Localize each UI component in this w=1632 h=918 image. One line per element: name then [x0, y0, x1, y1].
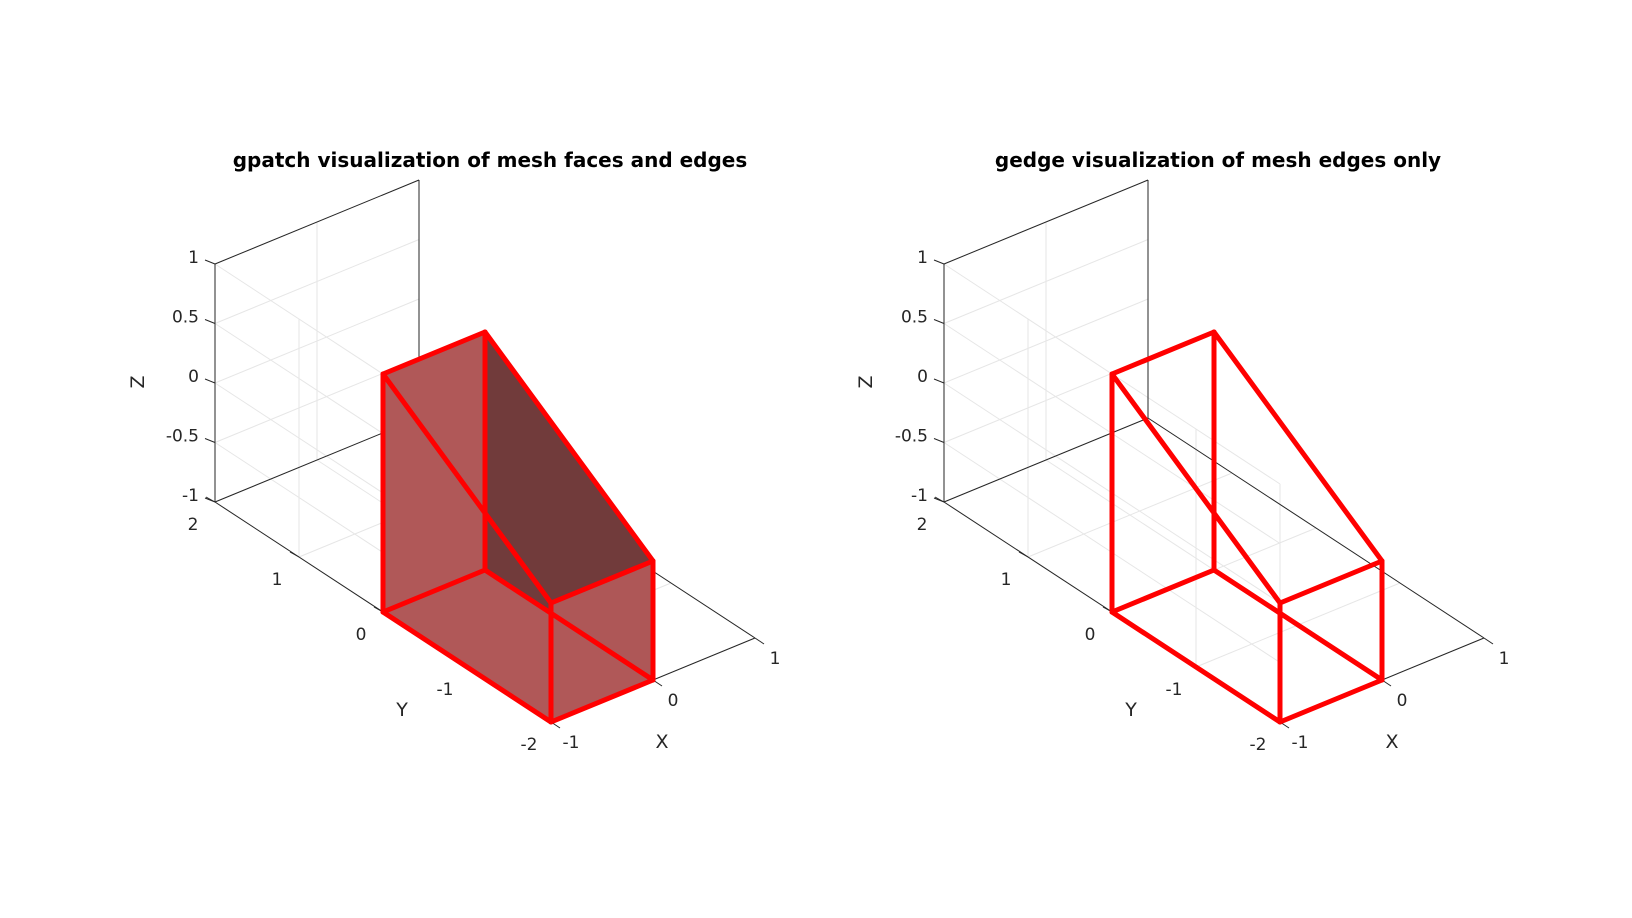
mesh-face-2: [551, 561, 653, 722]
x-tick-label: 0: [1397, 691, 1408, 711]
x-tick-label: 0: [668, 691, 679, 711]
z-tick-label: -1: [911, 486, 928, 506]
mesh-edge: [1277, 677, 1385, 725]
mesh-edge: [380, 329, 488, 377]
panel-faces-and-edges: gpatch visualization of mesh faces and e…: [127, 148, 780, 755]
mesh-edge: [1211, 329, 1385, 564]
mesh: [1109, 329, 1385, 725]
z-tick-mark: [204, 497, 216, 503]
y-tick-label: 1: [272, 570, 283, 590]
grid-line: [943, 239, 1149, 324]
x-tick-label: -1: [1292, 733, 1309, 753]
axis-box-line: [214, 179, 420, 265]
mesh-edge: [1109, 567, 1217, 615]
x-tick-mark: [754, 637, 765, 645]
z-tick-mark: [933, 438, 945, 443]
grid-line: [214, 239, 420, 324]
y-tick-mark: [1018, 551, 1029, 558]
z-tick-label: -0.5: [166, 427, 199, 447]
axis-box-line: [1147, 417, 1485, 639]
z-tick-label: -1: [182, 486, 199, 506]
z-tick-mark: [933, 378, 945, 384]
z-tick-label: 0: [188, 367, 199, 387]
mesh-edge: [380, 567, 488, 615]
mesh-edge: [482, 567, 656, 683]
z-tick-label: 0.5: [901, 308, 928, 328]
y-tick-label: -1: [1166, 680, 1183, 700]
z-tick-label: 0: [917, 367, 928, 387]
grid-line: [943, 298, 1149, 384]
z-tick-mark: [204, 259, 216, 265]
z-tick-mark: [933, 497, 945, 503]
x-axis-label: X: [1385, 731, 1398, 753]
mesh-edge: [548, 677, 656, 725]
mesh-edge: [482, 329, 656, 564]
mesh: [380, 329, 656, 725]
z-tick-label: 1: [917, 248, 928, 268]
x-tick-label: 1: [770, 649, 781, 669]
tick-labels: -1 0 1 -2 -1 0 1 2 -1 -0.5 0 0.5 1: [895, 248, 1510, 755]
axis-box-line: [943, 179, 1149, 265]
y-axis-label: Y: [1124, 699, 1137, 721]
y-tick-label: 0: [356, 625, 367, 645]
x-tick-mark: [1483, 637, 1494, 645]
tick-labels: -1 0 1 -2 -1 0 1 2 -1 -0.5 0 0.5 1: [166, 248, 781, 755]
mesh-edge: [1109, 609, 1283, 725]
mesh-edge: [1277, 558, 1385, 606]
y-tick-label: 2: [188, 515, 199, 535]
y-axis-label: Y: [395, 699, 408, 721]
y-tick-label: 0: [1085, 625, 1096, 645]
mesh-edge: [1109, 329, 1217, 377]
y-tick-label: -2: [1250, 735, 1267, 755]
z-tick-label: 0.5: [172, 308, 199, 328]
x-axis-label: X: [655, 731, 668, 753]
y-tick-label: -2: [521, 735, 538, 755]
z-tick-mark: [204, 438, 216, 443]
z-axis-label: Z: [127, 375, 149, 388]
y-tick-label: 1: [1001, 570, 1012, 590]
z-tick-mark: [933, 319, 945, 324]
y-tick-label: 2: [917, 515, 928, 535]
z-tick-mark: [204, 378, 216, 384]
y-tick-label: -1: [437, 680, 454, 700]
z-tick-mark: [933, 259, 945, 265]
mesh-edge: [380, 371, 554, 606]
mesh-edge: [1109, 371, 1283, 606]
panel-title: gpatch visualization of mesh faces and e…: [233, 148, 748, 172]
z-tick-label: 1: [188, 248, 199, 268]
mesh-edge: [548, 558, 656, 606]
panel-title: gedge visualization of mesh edges only: [995, 148, 1441, 172]
x-tick-label: 1: [1499, 649, 1510, 669]
panel-edges-only: gedge visualization of mesh edges only -…: [855, 148, 1509, 755]
x-tick-label: -1: [563, 733, 580, 753]
grid-line: [214, 298, 420, 384]
mesh-edge: [380, 609, 554, 725]
y-tick-mark: [289, 551, 300, 558]
z-tick-label: -0.5: [895, 427, 928, 447]
mesh-edge: [1211, 567, 1385, 683]
z-axis-label: Z: [855, 375, 877, 388]
z-tick-mark: [204, 319, 216, 324]
